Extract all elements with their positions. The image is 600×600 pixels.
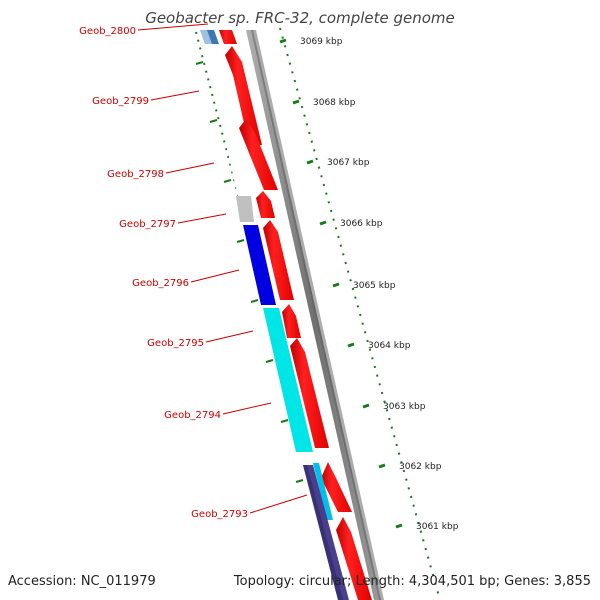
left-track-major-tick (195, 61, 204, 65)
left-track-major-ticks (195, 61, 304, 483)
colored-gene-lane (200, 30, 349, 600)
scale-tick-label: 3066 kbp (340, 219, 383, 229)
scale-tick-mark (319, 220, 327, 226)
gene-label: Geob_2800 (79, 26, 136, 37)
gene-light-grey (236, 196, 254, 222)
gene-geob-2792 (336, 517, 372, 600)
left-track-major-tick (209, 119, 218, 123)
gene-geob-2796 (263, 220, 294, 300)
left-track-major-tick (295, 479, 304, 483)
genome-title: Geobacter sp. FRC-32, complete genome (145, 9, 455, 27)
gene-label-leader (177, 213, 227, 224)
gene-label: Geob_2794 (164, 410, 221, 421)
backbone-shadow (251, 30, 384, 600)
scale-tick-label: 3069 kbp (300, 37, 343, 47)
accession-label: Accession: NC_011979 (8, 574, 156, 589)
gene-indigo-shade (303, 465, 343, 600)
scale-tick-mark (292, 99, 300, 105)
gene-geob-2800 (219, 30, 237, 44)
gene-label-leader (190, 269, 240, 283)
gene-label-leader (249, 494, 308, 514)
gene-geob-2795 (282, 304, 301, 338)
gene-label: Geob_2799 (92, 96, 149, 107)
scale-tick-mark (306, 159, 314, 165)
scale-tick-label: 3068 kbp (313, 98, 356, 108)
gene-label-leader (222, 402, 272, 415)
scale-tick-mark (362, 403, 370, 409)
gene-steel-blue-highlight (200, 30, 212, 44)
gene-label-leader (137, 23, 209, 31)
scale-tick-label: 3065 kbp (353, 281, 396, 291)
scale-ticks: 3069 kbp 3068 kbp 3067 kbp 3066 kbp 3065 kbp… (279, 37, 459, 532)
gene-label: Geob_2797 (119, 219, 176, 230)
gene-label: Geob_2795 (147, 338, 204, 349)
gene-label-leader (165, 162, 215, 174)
left-track-major-tick (236, 239, 245, 243)
gene-geob-2798 (239, 119, 278, 190)
genome-summary: Topology: circular; Length: 4,304,501 bp… (233, 574, 591, 589)
gene-label-leader (150, 90, 200, 101)
gene-geob-2793 (321, 462, 352, 512)
left-track-major-tick (223, 179, 232, 183)
gene-label-leader (205, 330, 254, 343)
genome-backbone (246, 30, 384, 600)
scale-tick-mark (332, 282, 340, 288)
scale-tick-label: 3061 kbp (416, 522, 459, 532)
forward-gene-lane (219, 30, 372, 600)
scale-tick-label: 3067 kbp (327, 158, 370, 168)
scale-tick-label: 3063 kbp (383, 402, 426, 412)
scale-tick-label: 3062 kbp (399, 462, 442, 472)
gene-geob-2794 (290, 338, 329, 448)
scale-tick-mark (395, 523, 403, 529)
left-track-major-tick (250, 299, 259, 303)
left-track-major-tick (280, 419, 289, 423)
gene-label: Geob_2793 (191, 509, 248, 520)
scale-tick-label: 3064 kbp (368, 341, 411, 351)
scale-tick-mark (279, 38, 287, 44)
scale-tick-mark (347, 342, 355, 348)
gene-cyan-large (263, 308, 313, 452)
gene-blue (243, 225, 276, 305)
gene-label: Geob_2798 (107, 169, 164, 180)
left-track-major-tick (265, 359, 274, 363)
gene-labels: Geob_2800 Geob_2799 Geob_2798 Geob_2797 Geob… (79, 23, 308, 520)
gene-label: Geob_2796 (132, 278, 189, 289)
gene-geob-2799 (225, 46, 262, 145)
scale-tick-mark (378, 463, 386, 469)
gene-geob-2797 (256, 191, 275, 218)
gene-cyan-small (313, 463, 333, 520)
